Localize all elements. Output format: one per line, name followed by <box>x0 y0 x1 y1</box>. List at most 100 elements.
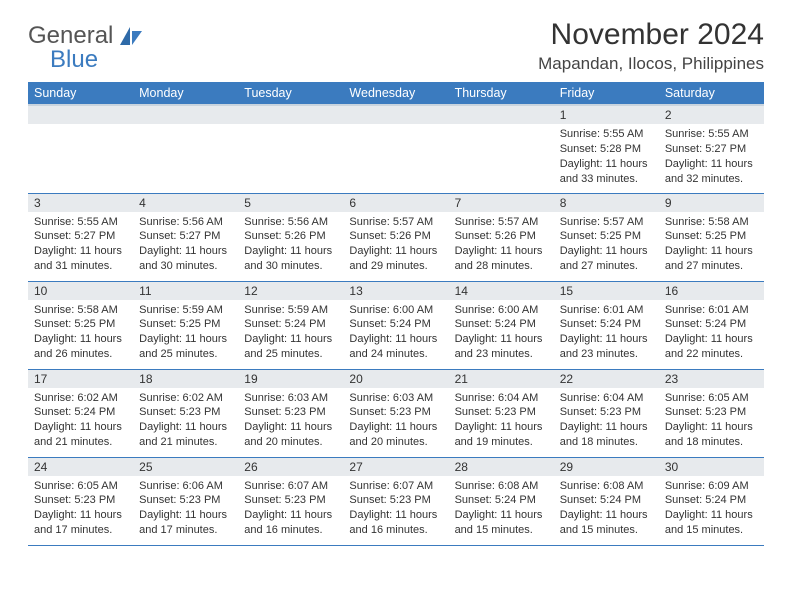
calendar-day-cell: 12Sunrise: 5:59 AMSunset: 5:24 PMDayligh… <box>238 281 343 369</box>
calendar-day-cell: 19Sunrise: 6:03 AMSunset: 5:23 PMDayligh… <box>238 369 343 457</box>
day-number <box>133 106 238 124</box>
day-details: Sunrise: 5:56 AMSunset: 5:26 PMDaylight:… <box>238 212 343 278</box>
day-details: Sunrise: 6:07 AMSunset: 5:23 PMDaylight:… <box>343 476 448 542</box>
brand-text-1: General <box>28 22 113 49</box>
calendar-week-row: 17Sunrise: 6:02 AMSunset: 5:24 PMDayligh… <box>28 369 764 457</box>
day-details: Sunrise: 6:05 AMSunset: 5:23 PMDaylight:… <box>659 388 764 454</box>
day-details: Sunrise: 6:01 AMSunset: 5:24 PMDaylight:… <box>554 300 659 366</box>
calendar-week-row: 3Sunrise: 5:55 AMSunset: 5:27 PMDaylight… <box>28 193 764 281</box>
calendar-day-cell: 24Sunrise: 6:05 AMSunset: 5:23 PMDayligh… <box>28 457 133 545</box>
calendar-day-cell: 20Sunrise: 6:03 AMSunset: 5:23 PMDayligh… <box>343 369 448 457</box>
calendar-day-cell: 2Sunrise: 5:55 AMSunset: 5:27 PMDaylight… <box>659 105 764 193</box>
day-details: Sunrise: 5:59 AMSunset: 5:24 PMDaylight:… <box>238 300 343 366</box>
day-number: 9 <box>659 194 764 212</box>
weekday-header: Wednesday <box>343 82 448 105</box>
calendar-day-cell: 4Sunrise: 5:56 AMSunset: 5:27 PMDaylight… <box>133 193 238 281</box>
day-details: Sunrise: 5:59 AMSunset: 5:25 PMDaylight:… <box>133 300 238 366</box>
day-number <box>238 106 343 124</box>
calendar-day-cell: 11Sunrise: 5:59 AMSunset: 5:25 PMDayligh… <box>133 281 238 369</box>
calendar-day-cell: 1Sunrise: 5:55 AMSunset: 5:28 PMDaylight… <box>554 105 659 193</box>
day-details: Sunrise: 6:09 AMSunset: 5:24 PMDaylight:… <box>659 476 764 542</box>
month-title: November 2024 <box>538 18 764 52</box>
calendar-day-cell <box>343 105 448 193</box>
day-details: Sunrise: 6:04 AMSunset: 5:23 PMDaylight:… <box>554 388 659 454</box>
day-number: 7 <box>449 194 554 212</box>
brand-logo: General Blue <box>28 24 144 72</box>
day-number: 1 <box>554 106 659 124</box>
calendar-day-cell: 15Sunrise: 6:01 AMSunset: 5:24 PMDayligh… <box>554 281 659 369</box>
calendar-day-cell: 9Sunrise: 5:58 AMSunset: 5:25 PMDaylight… <box>659 193 764 281</box>
day-details: Sunrise: 5:57 AMSunset: 5:25 PMDaylight:… <box>554 212 659 278</box>
day-number: 6 <box>343 194 448 212</box>
day-number: 23 <box>659 370 764 388</box>
calendar-day-cell: 10Sunrise: 5:58 AMSunset: 5:25 PMDayligh… <box>28 281 133 369</box>
calendar-week-row: 1Sunrise: 5:55 AMSunset: 5:28 PMDaylight… <box>28 105 764 193</box>
day-details: Sunrise: 5:56 AMSunset: 5:27 PMDaylight:… <box>133 212 238 278</box>
calendar-day-cell <box>238 105 343 193</box>
weekday-header: Saturday <box>659 82 764 105</box>
day-details: Sunrise: 5:55 AMSunset: 5:27 PMDaylight:… <box>659 124 764 190</box>
day-number <box>449 106 554 124</box>
calendar-day-cell: 25Sunrise: 6:06 AMSunset: 5:23 PMDayligh… <box>133 457 238 545</box>
day-details: Sunrise: 6:07 AMSunset: 5:23 PMDaylight:… <box>238 476 343 542</box>
brand-sail-icon <box>118 25 144 52</box>
day-details: Sunrise: 6:03 AMSunset: 5:23 PMDaylight:… <box>343 388 448 454</box>
calendar-day-cell: 13Sunrise: 6:00 AMSunset: 5:24 PMDayligh… <box>343 281 448 369</box>
weekday-header: Friday <box>554 82 659 105</box>
day-details: Sunrise: 6:08 AMSunset: 5:24 PMDaylight:… <box>449 476 554 542</box>
calendar-day-cell: 3Sunrise: 5:55 AMSunset: 5:27 PMDaylight… <box>28 193 133 281</box>
calendar-day-cell: 30Sunrise: 6:09 AMSunset: 5:24 PMDayligh… <box>659 457 764 545</box>
day-number: 20 <box>343 370 448 388</box>
day-number: 30 <box>659 458 764 476</box>
day-details: Sunrise: 6:03 AMSunset: 5:23 PMDaylight:… <box>238 388 343 454</box>
day-details: Sunrise: 5:57 AMSunset: 5:26 PMDaylight:… <box>449 212 554 278</box>
day-number: 13 <box>343 282 448 300</box>
day-number: 15 <box>554 282 659 300</box>
day-number: 11 <box>133 282 238 300</box>
day-number: 10 <box>28 282 133 300</box>
day-details: Sunrise: 6:00 AMSunset: 5:24 PMDaylight:… <box>449 300 554 366</box>
day-details: Sunrise: 5:55 AMSunset: 5:28 PMDaylight:… <box>554 124 659 190</box>
calendar-day-cell: 8Sunrise: 5:57 AMSunset: 5:25 PMDaylight… <box>554 193 659 281</box>
day-number: 29 <box>554 458 659 476</box>
day-number: 26 <box>238 458 343 476</box>
calendar-week-row: 10Sunrise: 5:58 AMSunset: 5:25 PMDayligh… <box>28 281 764 369</box>
calendar-day-cell: 17Sunrise: 6:02 AMSunset: 5:24 PMDayligh… <box>28 369 133 457</box>
day-number: 19 <box>238 370 343 388</box>
weekday-header: Tuesday <box>238 82 343 105</box>
day-details: Sunrise: 6:02 AMSunset: 5:24 PMDaylight:… <box>28 388 133 454</box>
calendar-day-cell: 14Sunrise: 6:00 AMSunset: 5:24 PMDayligh… <box>449 281 554 369</box>
day-number: 12 <box>238 282 343 300</box>
day-number: 8 <box>554 194 659 212</box>
header: General Blue November 2024 Mapandan, Ilo… <box>28 18 764 74</box>
title-block: November 2024 Mapandan, Ilocos, Philippi… <box>538 18 764 74</box>
calendar-day-cell: 29Sunrise: 6:08 AMSunset: 5:24 PMDayligh… <box>554 457 659 545</box>
day-details: Sunrise: 5:58 AMSunset: 5:25 PMDaylight:… <box>659 212 764 278</box>
weekday-header: Sunday <box>28 82 133 105</box>
calendar-day-cell: 23Sunrise: 6:05 AMSunset: 5:23 PMDayligh… <box>659 369 764 457</box>
day-details: Sunrise: 6:05 AMSunset: 5:23 PMDaylight:… <box>28 476 133 542</box>
calendar-day-cell: 16Sunrise: 6:01 AMSunset: 5:24 PMDayligh… <box>659 281 764 369</box>
day-details: Sunrise: 5:55 AMSunset: 5:27 PMDaylight:… <box>28 212 133 278</box>
day-number: 5 <box>238 194 343 212</box>
weekday-header-row: SundayMondayTuesdayWednesdayThursdayFrid… <box>28 82 764 105</box>
day-number: 4 <box>133 194 238 212</box>
day-number: 14 <box>449 282 554 300</box>
day-number: 17 <box>28 370 133 388</box>
day-number: 22 <box>554 370 659 388</box>
day-number <box>343 106 448 124</box>
day-number: 3 <box>28 194 133 212</box>
calendar-day-cell <box>28 105 133 193</box>
calendar-day-cell <box>449 105 554 193</box>
day-number: 16 <box>659 282 764 300</box>
day-number: 28 <box>449 458 554 476</box>
calendar-day-cell: 27Sunrise: 6:07 AMSunset: 5:23 PMDayligh… <box>343 457 448 545</box>
day-number: 21 <box>449 370 554 388</box>
calendar-day-cell: 6Sunrise: 5:57 AMSunset: 5:26 PMDaylight… <box>343 193 448 281</box>
calendar-week-row: 24Sunrise: 6:05 AMSunset: 5:23 PMDayligh… <box>28 457 764 545</box>
day-details: Sunrise: 5:57 AMSunset: 5:26 PMDaylight:… <box>343 212 448 278</box>
day-details: Sunrise: 5:58 AMSunset: 5:25 PMDaylight:… <box>28 300 133 366</box>
day-details: Sunrise: 6:04 AMSunset: 5:23 PMDaylight:… <box>449 388 554 454</box>
day-number: 18 <box>133 370 238 388</box>
weekday-header: Monday <box>133 82 238 105</box>
